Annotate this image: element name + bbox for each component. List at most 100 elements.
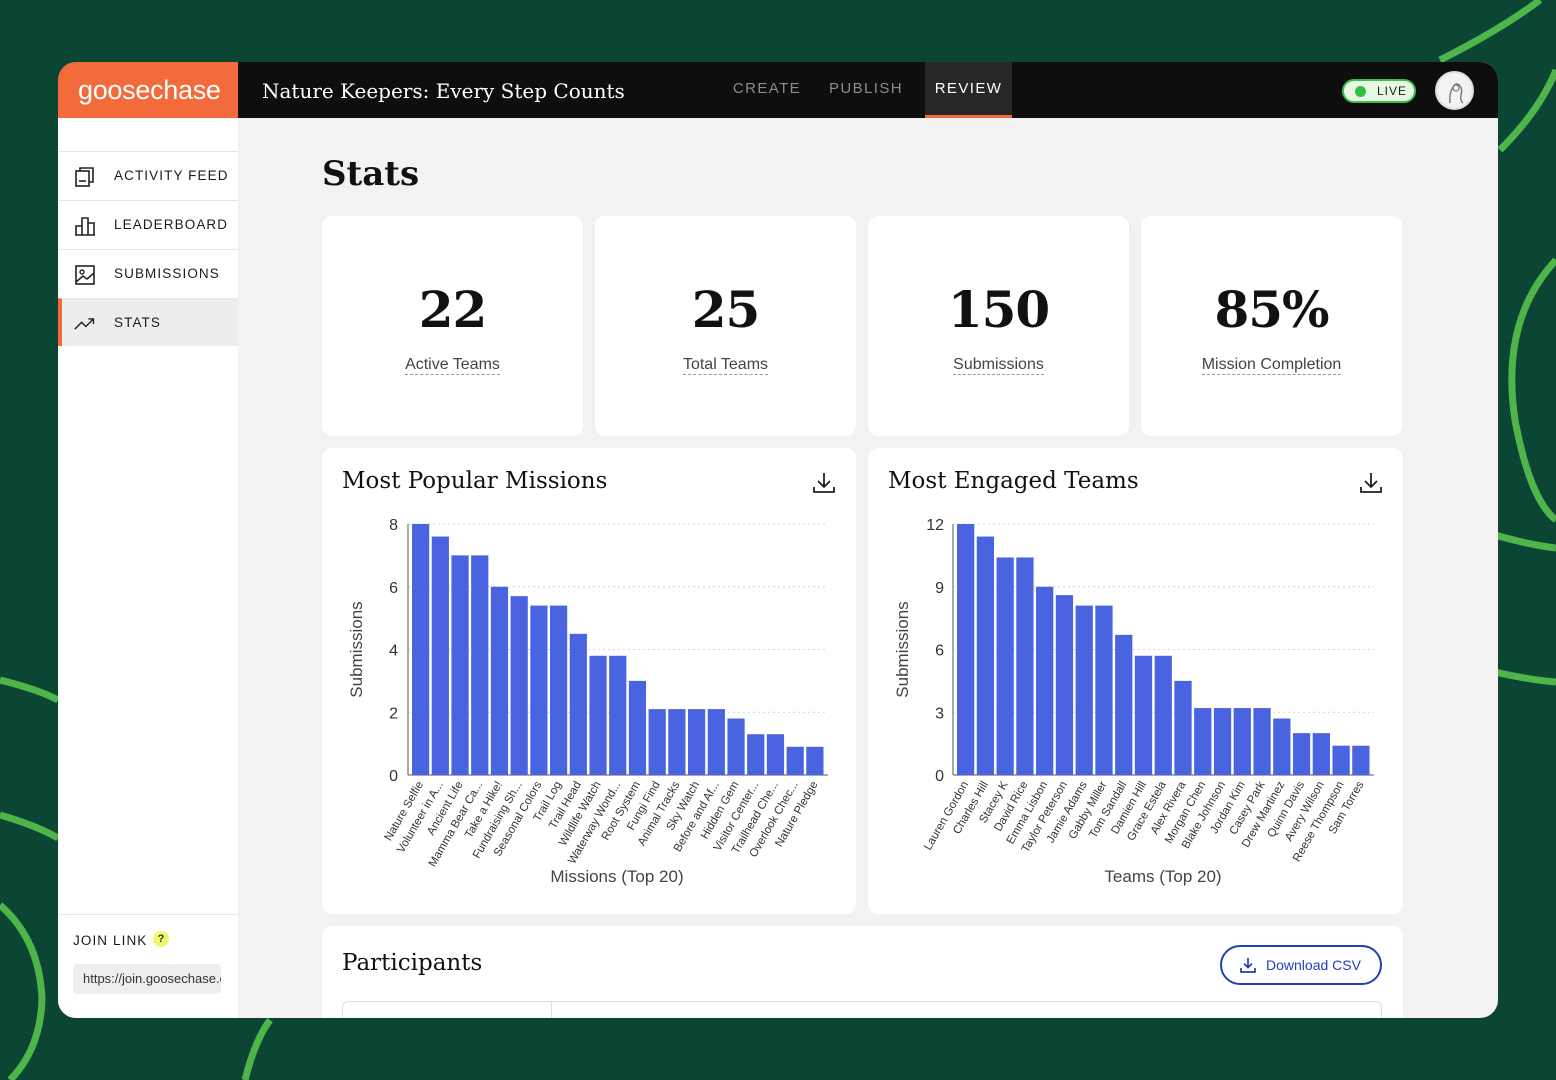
download-icon xyxy=(1240,958,1256,973)
bar[interactable] xyxy=(609,655,627,775)
tab-review[interactable]: REVIEW xyxy=(925,62,1012,118)
stat-label-text: Mission Completion xyxy=(1201,356,1342,375)
tab-publish[interactable]: PUBLISH xyxy=(829,80,903,97)
stat-value: 25 xyxy=(691,280,761,339)
bar[interactable] xyxy=(688,709,706,775)
bar[interactable] xyxy=(786,746,804,775)
bar[interactable] xyxy=(451,555,469,775)
x-axis-label: Missions (Top 20) xyxy=(550,867,683,886)
logo[interactable]: goosechase xyxy=(58,62,238,118)
bar[interactable] xyxy=(1194,708,1212,775)
bar[interactable] xyxy=(1016,557,1034,775)
chart-card-popular-missions: Most Popular Missions 0 2 4 6 8 Nature Selfie… xyxy=(322,448,856,914)
chart-title: Most Popular Missions xyxy=(342,468,608,494)
y-tick-label: 0 xyxy=(935,768,944,785)
bar[interactable] xyxy=(707,709,725,775)
stat-label[interactable]: Mission Completion xyxy=(1141,356,1402,375)
bar[interactable] xyxy=(1213,708,1232,775)
download-icon[interactable] xyxy=(1358,470,1384,496)
stat-label[interactable]: Active Teams xyxy=(322,356,583,375)
stat-label[interactable]: Submissions xyxy=(868,356,1129,375)
sidebar-item-submissions[interactable]: SUBMISSIONS xyxy=(58,249,238,297)
trending-up-icon xyxy=(74,318,95,330)
bar[interactable] xyxy=(1036,586,1054,775)
stat-card-total-teams: 25 Total Teams xyxy=(595,216,856,436)
bar[interactable] xyxy=(1352,745,1370,775)
stat-card-submissions: 150 Submissions xyxy=(868,216,1129,436)
y-axis-label: Submissions xyxy=(893,601,912,697)
tab-create[interactable]: CREATE xyxy=(732,80,802,97)
sidebar-item-stats[interactable]: STATS xyxy=(58,298,238,346)
bar[interactable] xyxy=(1075,605,1093,775)
stat-label-text: Active Teams xyxy=(405,356,500,375)
bar[interactable] xyxy=(976,536,995,775)
stat-card-active-teams: 22 Active Teams xyxy=(322,216,583,436)
avatar[interactable] xyxy=(1435,71,1474,110)
stat-label[interactable]: Total Teams xyxy=(595,356,856,375)
y-tick-label: 8 xyxy=(389,517,398,534)
stat-label-text: Total Teams xyxy=(682,356,769,375)
participants-section: Participants Download CSV xyxy=(322,926,1403,1018)
bar[interactable] xyxy=(569,633,587,775)
activity-feed-icon xyxy=(75,167,94,187)
table-column-divider xyxy=(551,1002,552,1018)
bar[interactable] xyxy=(668,709,686,775)
image-icon xyxy=(75,265,95,285)
bar[interactable] xyxy=(1115,634,1133,775)
bar[interactable] xyxy=(727,718,745,775)
app-window: goosechase Nature Keepers: Every Step Co… xyxy=(58,62,1498,1018)
bar[interactable] xyxy=(510,596,528,775)
participants-title: Participants xyxy=(342,950,483,976)
stat-card-mission-completion: 85% Mission Completion xyxy=(1141,216,1402,436)
participants-table xyxy=(342,1001,1382,1018)
y-tick-label: 6 xyxy=(935,643,944,660)
bar[interactable] xyxy=(589,655,607,775)
y-tick-label: 12 xyxy=(926,517,944,534)
download-csv-button[interactable]: Download CSV xyxy=(1220,945,1382,985)
bar[interactable] xyxy=(648,709,666,775)
bar[interactable] xyxy=(957,524,975,775)
bar[interactable] xyxy=(490,586,509,775)
bar[interactable] xyxy=(1134,655,1153,775)
bar[interactable] xyxy=(1055,595,1074,775)
download-csv-label: Download CSV xyxy=(1266,957,1361,973)
avatar-icon xyxy=(1449,83,1464,104)
bar[interactable] xyxy=(471,555,489,775)
bar[interactable] xyxy=(1253,708,1271,775)
sidebar-item-leaderboard[interactable]: LEADERBOARD xyxy=(58,200,238,248)
bar[interactable] xyxy=(766,734,785,775)
bar[interactable] xyxy=(530,605,548,775)
bar[interactable] xyxy=(1273,718,1291,775)
bar[interactable] xyxy=(747,734,765,775)
download-icon[interactable] xyxy=(811,470,837,496)
bar[interactable] xyxy=(806,746,824,775)
bar[interactable] xyxy=(1312,733,1330,775)
bar[interactable] xyxy=(412,524,430,775)
bar[interactable] xyxy=(996,557,1014,775)
sidebar-item-activity-feed[interactable]: ACTIVITY FEED xyxy=(58,151,238,199)
sidebar: ACTIVITY FEED LEADERBOARD SUBMISSIONS ST… xyxy=(58,118,238,1018)
bar[interactable] xyxy=(1233,708,1251,775)
y-tick-label: 9 xyxy=(935,580,944,597)
bar[interactable] xyxy=(628,680,647,775)
stat-value: 22 xyxy=(418,280,488,339)
top-bar: goosechase Nature Keepers: Every Step Co… xyxy=(58,62,1498,118)
bar[interactable] xyxy=(1154,655,1172,775)
bar[interactable] xyxy=(1292,733,1311,775)
bar[interactable] xyxy=(1095,605,1113,775)
stat-label-text: Submissions xyxy=(953,356,1044,375)
x-axis-label: Teams (Top 20) xyxy=(1104,867,1221,886)
join-link-input[interactable] xyxy=(73,964,221,994)
bar[interactable] xyxy=(1332,745,1350,775)
live-status-badge: LIVE xyxy=(1342,79,1416,103)
help-icon[interactable]: ? xyxy=(153,931,169,947)
stat-value: 150 xyxy=(947,280,1050,339)
bar[interactable] xyxy=(431,536,449,775)
bar[interactable] xyxy=(1174,680,1192,775)
join-link-section: JOIN LINK ? xyxy=(58,914,238,1018)
sidebar-item-label: LEADERBOARD xyxy=(114,217,229,232)
bar[interactable] xyxy=(550,605,568,775)
y-tick-label: 3 xyxy=(935,705,944,722)
